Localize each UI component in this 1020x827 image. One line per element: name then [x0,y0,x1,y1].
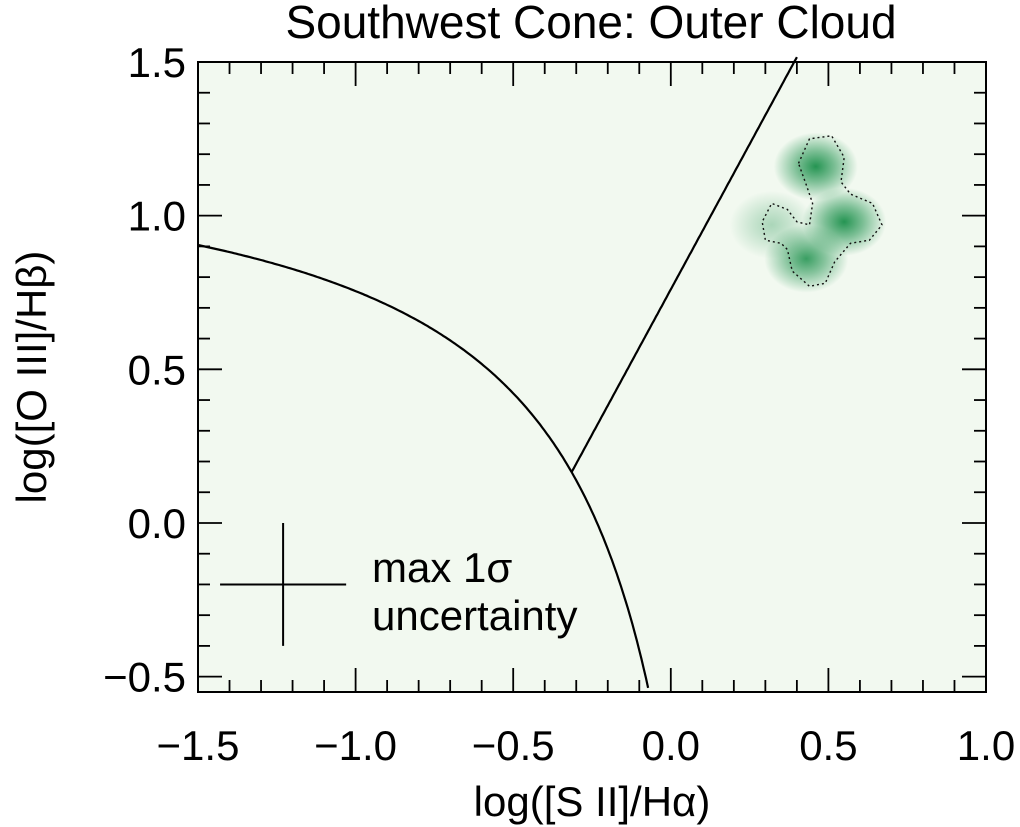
density-contour [761,135,883,288]
y-tick-label: 0.0 [128,500,186,547]
chart-title: Southwest Cone: Outer Cloud [285,0,896,48]
demarcation-curve-2 [570,56,798,473]
x-tick-label: 1.0 [957,722,1015,769]
density-peak-1 [773,132,858,201]
plot-frame [197,61,987,693]
y-axis-label: log([O III]/Hβ) [8,251,55,504]
x-tick-label: −1.0 [314,722,397,769]
y-tick-label: −0.5 [103,654,186,701]
x-tick-label: 0.0 [642,722,700,769]
axis-tick-labels: −1.5 −1.0 −0.5 0.0 0.5 1.0 −0.5 0.0 0.5 1.0 1.5 [103,39,1015,769]
uncertainty-legend: max 1σ uncertainty [220,522,577,646]
y-tick-label: 0.5 [128,346,186,393]
x-tick-label: 0.5 [799,722,857,769]
y-tick-label: 1.5 [128,39,186,86]
density-cloud [729,132,887,293]
x-tick-label: −1.5 [157,722,240,769]
x-tick-label: −0.5 [472,722,555,769]
x-axis-label: log([S II]/Hα) [474,778,711,825]
legend-line-1: max 1σ [372,544,512,591]
plot-background [198,62,986,692]
demarcation-curve-1 [197,243,650,689]
demarcation-curves [197,56,798,689]
legend-line-2: uncertainty [372,592,577,639]
density-peak-4 [729,190,814,259]
y-tick-label: 1.0 [128,193,186,240]
